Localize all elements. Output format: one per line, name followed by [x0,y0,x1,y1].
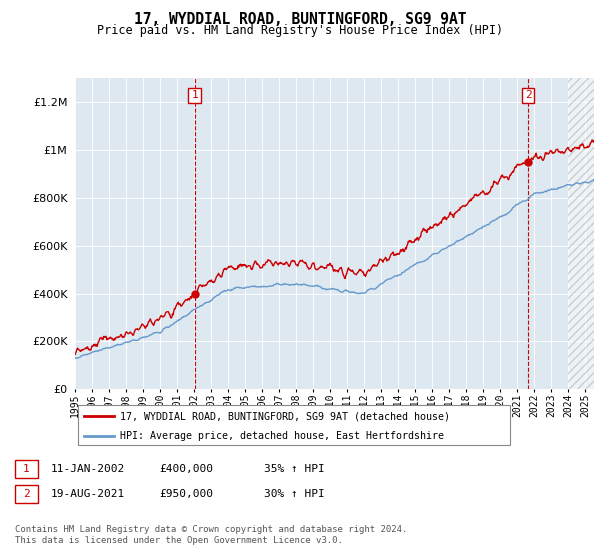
Text: Contains HM Land Registry data © Crown copyright and database right 2024.
This d: Contains HM Land Registry data © Crown c… [15,525,407,545]
Text: £400,000: £400,000 [159,464,213,474]
Text: £950,000: £950,000 [159,489,213,499]
Text: 1: 1 [191,91,198,100]
Bar [568,78,594,389]
Text: 35% ↑ HPI: 35% ↑ HPI [264,464,325,474]
Text: 2: 2 [23,489,30,499]
Text: Price paid vs. HM Land Registry's House Price Index (HPI): Price paid vs. HM Land Registry's House … [97,24,503,37]
Text: 2: 2 [525,91,532,100]
Text: 19-AUG-2021: 19-AUG-2021 [51,489,125,499]
Bar [568,78,594,389]
Text: 30% ↑ HPI: 30% ↑ HPI [264,489,325,499]
Text: 17, WYDDIAL ROAD, BUNTINGFORD, SG9 9AT: 17, WYDDIAL ROAD, BUNTINGFORD, SG9 9AT [134,12,466,27]
Text: 1: 1 [23,464,30,474]
Text: 17, WYDDIAL ROAD, BUNTINGFORD, SG9 9AT (detached house): 17, WYDDIAL ROAD, BUNTINGFORD, SG9 9AT (… [120,411,450,421]
Text: 11-JAN-2002: 11-JAN-2002 [51,464,125,474]
Text: HPI: Average price, detached house, East Hertfordshire: HPI: Average price, detached house, East… [120,431,444,441]
